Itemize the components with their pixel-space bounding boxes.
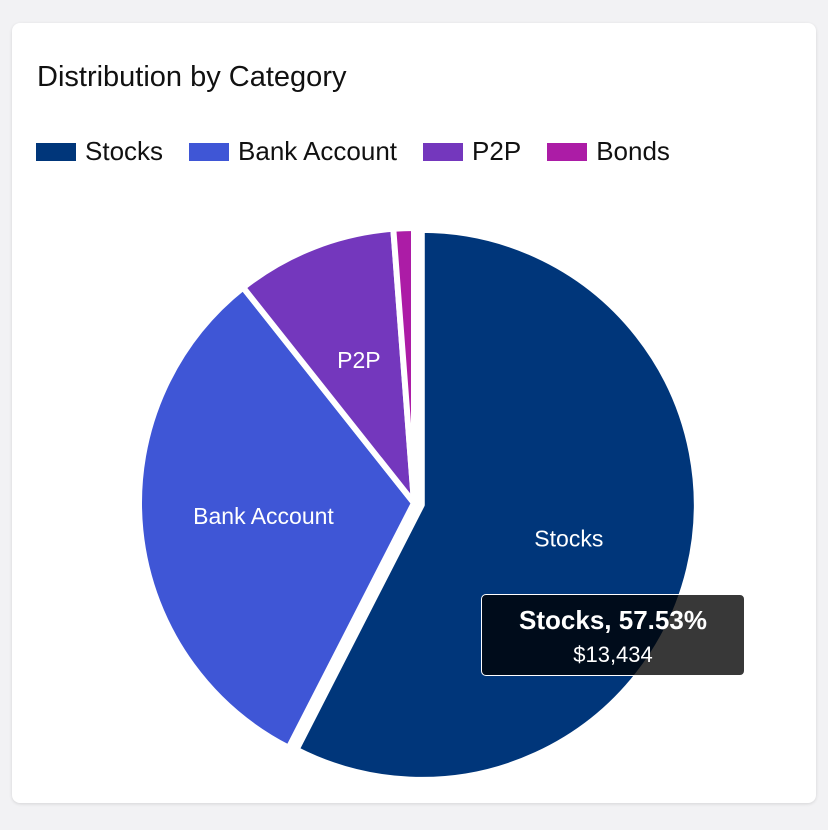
legend-label-bonds: Bonds [596, 136, 670, 166]
pie-label-bank-account: Bank Account [193, 503, 334, 529]
chart-legend: Stocks Bank Account P2P Bonds [36, 136, 696, 167]
chart-tooltip: Stocks, 57.53% $13,434 [481, 594, 745, 676]
legend-label-bank-account: Bank Account [238, 136, 398, 166]
pie-slice-bank-account[interactable] [136, 284, 417, 751]
legend-swatch-p2p [423, 142, 464, 161]
pie-label-stocks: Stocks [534, 525, 603, 551]
legend-item-stocks[interactable]: Stocks [36, 136, 163, 167]
legend-item-p2p[interactable]: P2P [423, 136, 521, 167]
legend-swatch-bonds [547, 142, 588, 161]
legend-swatch-bank-account [189, 142, 230, 161]
tooltip-value: $13,434 [573, 642, 653, 667]
legend-label-p2p: P2P [472, 136, 522, 166]
chart-title: Distribution by Category [37, 61, 347, 93]
legend-item-bank-account[interactable]: Bank Account [189, 136, 397, 167]
legend-item-bonds[interactable]: Bonds [547, 136, 670, 167]
legend-label-stocks: Stocks [85, 136, 164, 166]
pie-label-p2p: P2P [337, 347, 380, 373]
pie-slice-p2p[interactable] [240, 225, 417, 506]
legend-swatch-stocks [36, 142, 76, 161]
tooltip-title: Stocks, 57.53% [519, 605, 707, 635]
pie-slice-bonds[interactable] [390, 225, 417, 506]
